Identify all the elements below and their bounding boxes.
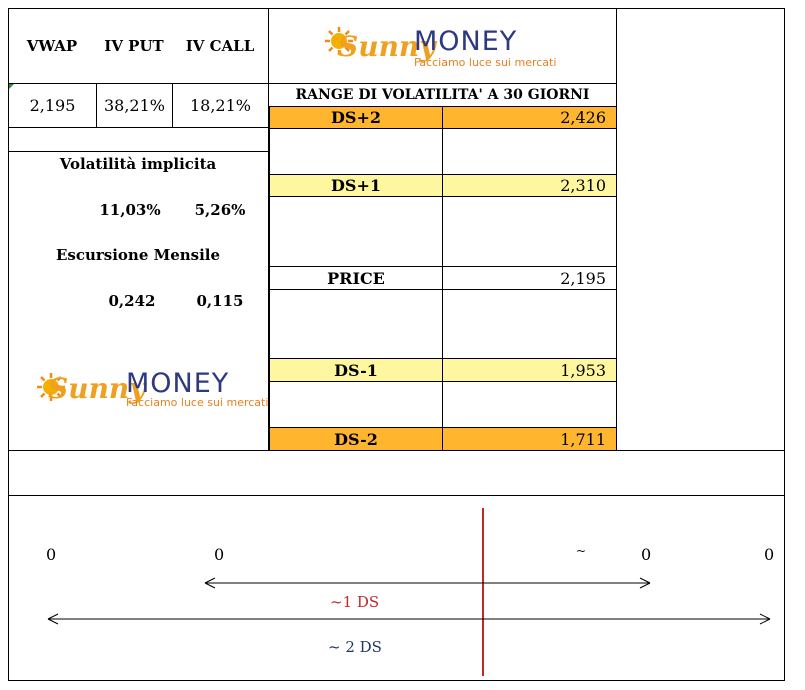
- green-corner-mark: [8, 84, 14, 90]
- two-ds-label: ~ 2 DS: [328, 638, 382, 656]
- logo-sunny-text: Sunny: [48, 372, 146, 405]
- logo-money-text: MONEY: [414, 26, 518, 57]
- ivput-value: 38,21%: [96, 83, 173, 128]
- range-title: RANGE DI VOLATILITA' A 30 GIORNI: [295, 87, 590, 103]
- logo-tagline: Facciamo luce sui mercati: [414, 56, 557, 69]
- zero-label-2: 0: [214, 545, 225, 564]
- ivput-header: IV PUT: [104, 37, 164, 55]
- sun-icon: [325, 27, 353, 55]
- divider-vertical-main: [268, 8, 269, 451]
- ivcall-value: 18,21%: [172, 83, 269, 128]
- outer-right-ext: [784, 450, 785, 496]
- range-gap-2: [269, 196, 617, 267]
- exc-title: Escursione Mensile: [55, 246, 221, 264]
- ds-minus2-label: DS-2: [269, 427, 443, 451]
- ds-minus2-value: 1,711: [442, 427, 617, 451]
- range-gap-4: [269, 381, 617, 428]
- vwap-value: 2,195: [8, 83, 97, 128]
- empty-row: [8, 127, 269, 152]
- zero-label-3: 0: [641, 545, 652, 564]
- ds-plus1-value: 2,310: [442, 174, 617, 197]
- tilde-mark: ~: [576, 544, 587, 558]
- outer-right-border: [784, 8, 785, 451]
- outer-top-border: [8, 8, 785, 9]
- vol-call: 5,26%: [194, 201, 246, 219]
- logo-top: Sunny MONEY Facciamo luce sui mercati: [320, 22, 560, 70]
- price-value: 2,195: [442, 266, 617, 290]
- sun-icon: [37, 373, 65, 401]
- outer-left-ext: [8, 450, 9, 496]
- logo-tagline: Facciamo luce sui mercati: [126, 396, 269, 409]
- ivcall-header: IV CALL: [185, 37, 255, 55]
- logo-bottom: Sunny MONEY Facciamo luce sui mercati: [34, 366, 274, 414]
- zero-label-4: 0: [764, 545, 775, 564]
- logo-money-text: MONEY: [126, 368, 230, 399]
- vol-title: Volatilità implicita: [59, 155, 217, 173]
- vwap-header: VWAP: [26, 37, 78, 55]
- ds-plus2-label: DS+2: [269, 106, 443, 129]
- logo-sunny-text: Sunny: [338, 30, 436, 63]
- range-diagram-box: [8, 495, 785, 681]
- vol-put: 11,03%: [99, 201, 161, 219]
- exc-call: 0,115: [196, 292, 244, 310]
- price-label: PRICE: [269, 266, 443, 290]
- ds-minus1-value: 1,953: [442, 358, 617, 382]
- zero-label-1: 0: [46, 545, 57, 564]
- range-gap-1: [269, 128, 617, 175]
- ds-plus1-label: DS+1: [269, 174, 443, 197]
- one-ds-label: ~1 DS: [330, 593, 380, 611]
- ds-plus2-value: 2,426: [442, 106, 617, 129]
- header-divider: [8, 83, 617, 84]
- exc-put: 0,242: [108, 292, 156, 310]
- range-gap-3: [269, 289, 617, 359]
- ds-minus1-label: DS-1: [269, 358, 443, 382]
